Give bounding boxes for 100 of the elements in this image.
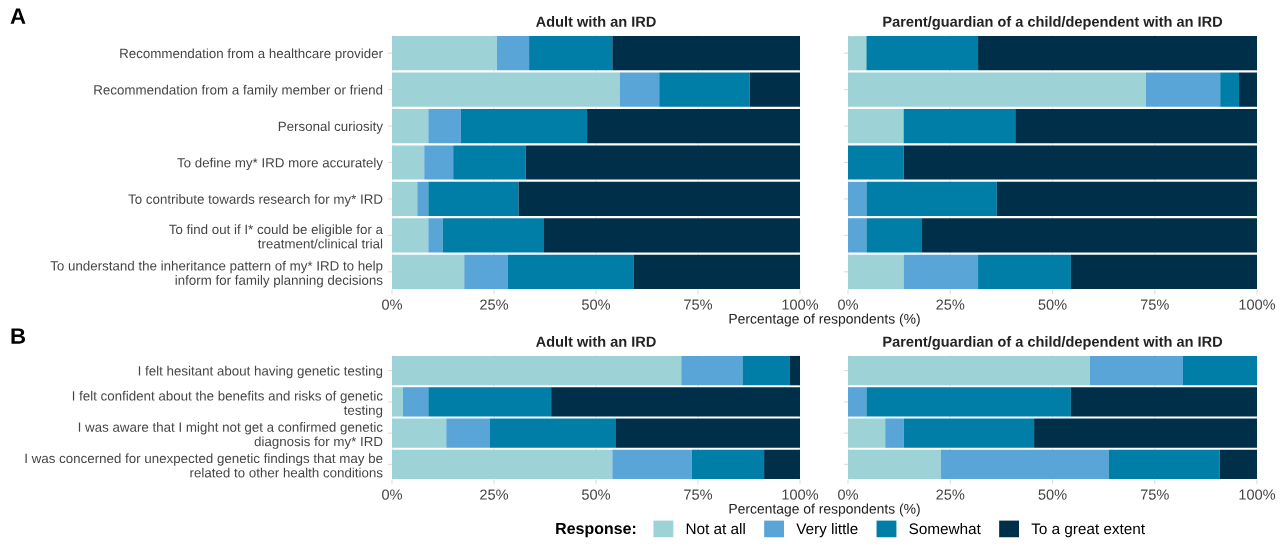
- bar: [464, 254, 508, 289]
- bar: [848, 218, 867, 253]
- y-tick-label: Recommendation from a family member or friend: [94, 84, 383, 98]
- bar: [529, 36, 613, 71]
- bar: [496, 36, 530, 71]
- y-tick-label: Personal curiosity: [278, 121, 383, 134]
- x-tick-label: 0%: [382, 489, 403, 500]
- y-tick-label: Recommendation from a healthcare provider: [120, 48, 383, 61]
- y-tick-label: To define my* IRD more accurately: [177, 157, 383, 171]
- x-tick-label: 100%: [1239, 489, 1276, 500]
- bar: [392, 254, 465, 289]
- bar: [587, 108, 800, 144]
- bar: [525, 145, 800, 180]
- bar: [848, 418, 886, 448]
- x-tick-label: 75%: [684, 489, 713, 500]
- bar: [978, 254, 1071, 289]
- y-tick-label: I felt hesitant about having genetic testing: [138, 365, 383, 379]
- x-tick-label: 50%: [581, 299, 611, 310]
- y-tick-label: I was aware that I might not get a confirmed genetic diagnosis for my* IRD: [78, 422, 383, 449]
- bar: [866, 181, 997, 217]
- bar: [417, 181, 429, 217]
- bar: [848, 355, 1090, 386]
- y-tick-label: To understand the inheritance pattern of my* IRD to help inform for family planning decisions: [50, 260, 383, 288]
- bar: [1219, 449, 1257, 480]
- bar: [659, 72, 750, 107]
- legend-label: Not at all: [686, 522, 745, 535]
- bar: [996, 181, 1257, 217]
- bar: [518, 181, 800, 217]
- bar: [446, 418, 490, 448]
- y-tick-label: To contribute towards research for my* IRD: [128, 194, 383, 207]
- bar: [789, 355, 800, 386]
- x-axis-title: Percentage of respondents (%): [729, 313, 920, 327]
- bar: [442, 218, 544, 253]
- bar: [392, 72, 620, 107]
- bar: [866, 36, 979, 71]
- bar: [619, 72, 660, 107]
- bar: [612, 449, 692, 480]
- bar: [903, 108, 1016, 144]
- x-axis-title: Percentage of respondents (%): [729, 503, 920, 517]
- bar: [848, 387, 867, 417]
- x-tick-label: 50%: [581, 489, 611, 500]
- chart-title: Parent/guardian of a child/dependent with an IRD: [883, 16, 1223, 30]
- bar: [742, 355, 790, 386]
- text: B: [11, 328, 26, 344]
- x-tick-label: 25%: [480, 299, 509, 310]
- bar: [903, 145, 1257, 180]
- bar: [848, 72, 1146, 107]
- x-tick-label: 25%: [936, 489, 965, 500]
- bar: [392, 36, 497, 71]
- bar: [848, 254, 904, 289]
- x-tick-label: 25%: [936, 299, 965, 310]
- bar: [403, 387, 429, 417]
- bar: [507, 254, 634, 289]
- x-tick-label: 100%: [1239, 299, 1276, 310]
- x-tick-label: 100%: [782, 299, 819, 310]
- bar: [681, 355, 743, 386]
- chart-title: Parent/guardian of a child/dependent with an IRD: [883, 336, 1223, 350]
- bar: [428, 218, 443, 253]
- bar: [1070, 254, 1257, 289]
- bar: [1015, 108, 1257, 144]
- bar: [978, 36, 1257, 71]
- bar: [428, 108, 461, 144]
- bar: [543, 218, 800, 253]
- bar: [1220, 72, 1239, 107]
- bar: [612, 36, 800, 71]
- bar: [922, 218, 1257, 253]
- bar: [424, 145, 454, 180]
- x-tick-label: 75%: [684, 299, 713, 310]
- bar: [691, 449, 765, 480]
- bar: [392, 355, 682, 386]
- bar: [1089, 355, 1183, 386]
- x-tick-label: 0%: [838, 299, 859, 310]
- bar: [1108, 449, 1220, 480]
- text: A: [10, 8, 26, 24]
- bar: [848, 36, 867, 71]
- bar: [848, 449, 941, 480]
- x-tick-label: 75%: [1140, 299, 1169, 310]
- bar: [1145, 72, 1221, 107]
- chart-title: Adult with an IRD: [536, 336, 656, 347]
- bar: [428, 181, 519, 217]
- x-tick-label: 0%: [382, 299, 403, 310]
- x-tick-label: 75%: [1140, 489, 1169, 500]
- bar: [848, 108, 904, 144]
- y-tick-label: To find out if I* could be eligible for a treatment/clinical trial: [169, 224, 383, 249]
- bar: [1182, 355, 1257, 386]
- bar: [848, 145, 904, 180]
- bar: [940, 449, 1109, 480]
- bar: [392, 218, 429, 253]
- bar: [392, 108, 429, 144]
- bar: [392, 145, 425, 180]
- bar: [392, 449, 613, 480]
- bar: [903, 254, 979, 289]
- x-tick-label: 100%: [782, 489, 819, 500]
- chart-title: Adult with an IRD: [536, 16, 656, 27]
- bar: [848, 181, 867, 217]
- legend-label: To a great extent: [1031, 523, 1145, 538]
- bar: [460, 108, 588, 144]
- bar: [866, 218, 923, 253]
- bar: [633, 254, 800, 289]
- y-tick-label: I was concerned for unexpected genetic findings that may be related to other health conditions: [25, 453, 383, 478]
